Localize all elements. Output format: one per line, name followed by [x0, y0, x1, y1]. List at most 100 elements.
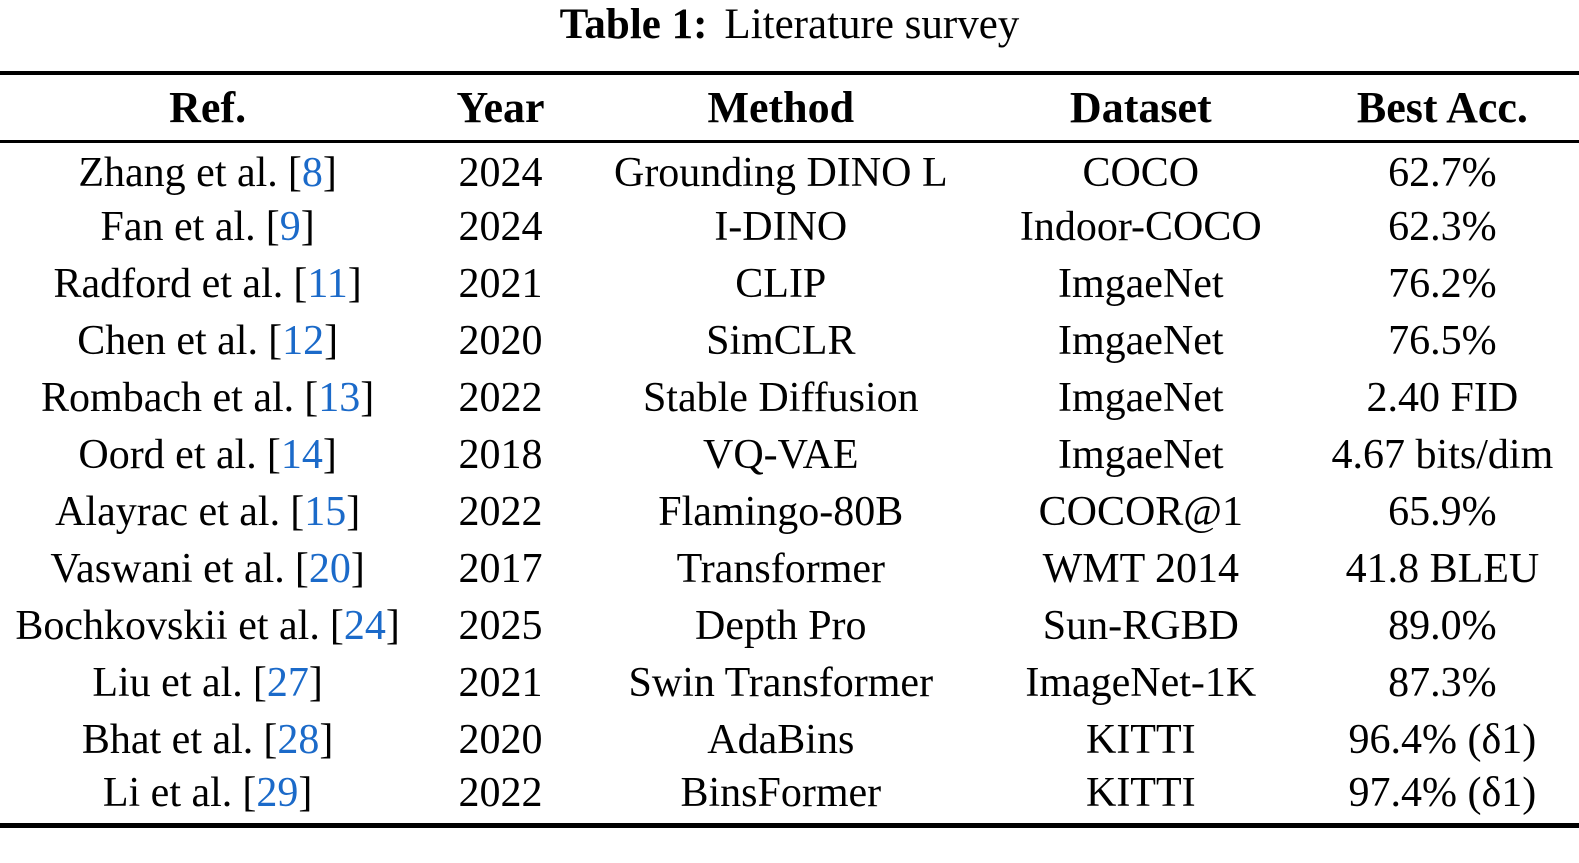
- year-value: 2024: [458, 203, 543, 250]
- method-cell: Flamingo-80B: [586, 483, 976, 540]
- table-caption-label: Table 1:: [559, 1, 708, 48]
- citation-link[interactable]: 12: [282, 317, 325, 364]
- dataset-value: COCOR@1: [1038, 488, 1243, 535]
- citation-bracket-close: ]: [308, 659, 323, 706]
- year-value: 2020: [458, 317, 543, 364]
- best-acc-cell: 2.40 FID: [1306, 369, 1579, 426]
- table-row: Li et al. [29] 2022 BinsFormer KITTI 97.4…: [0, 768, 1579, 825]
- method-cell: Depth Pro: [586, 597, 976, 654]
- ref-author-label: Radford et al.: [53, 260, 284, 307]
- year-value: 2021: [458, 659, 543, 706]
- dataset-cell: ImgaeNet: [976, 369, 1306, 426]
- citation-bracket-close: ]: [346, 488, 361, 535]
- ref-cell: Oord et al. [14]: [0, 426, 415, 483]
- column-header-year: Year: [415, 73, 586, 143]
- citation-link[interactable]: 20: [308, 545, 351, 592]
- dataset-cell: Sun-RGBD: [976, 597, 1306, 654]
- dataset-value: Indoor-COCO: [1019, 203, 1262, 250]
- ref-author-label: Bochkovskii et al.: [15, 602, 320, 649]
- citation-link[interactable]: 29: [256, 770, 299, 817]
- best-acc-value: 96.4% (δ1): [1348, 716, 1537, 763]
- ref-author-label: Oord et al.: [78, 431, 257, 478]
- table-row: Liu et al. [27] 2021 Swin Transformer Ima…: [0, 654, 1579, 711]
- method-value: I-DINO: [714, 203, 848, 250]
- year-cell: 2021: [415, 255, 586, 312]
- citation-bracket-close: ]: [322, 150, 337, 197]
- column-header-dataset: Dataset: [975, 73, 1306, 143]
- dataset-value: ImgaeNet: [1058, 317, 1224, 364]
- year-value: 2024: [458, 150, 543, 197]
- table-row: Bochkovskii et al. [24] 2025 Depth Pro Su…: [0, 597, 1579, 654]
- citation-bracket-close: ]: [300, 203, 315, 250]
- table-header-row: Ref. Year Method Dataset Best Acc.: [0, 73, 1579, 143]
- method-cell: AdaBins: [586, 711, 976, 768]
- year-cell: 2021: [415, 654, 586, 711]
- year-value: 2022: [458, 488, 543, 535]
- method-cell: BinsFormer: [586, 768, 976, 825]
- dataset-value: Sun-RGBD: [1042, 602, 1239, 649]
- best-acc-cell: 96.4% (δ1): [1306, 711, 1579, 768]
- dataset-value: ImgaeNet: [1058, 431, 1224, 478]
- citation-link[interactable]: 27: [266, 659, 309, 706]
- dataset-cell: ImgaeNet: [976, 426, 1306, 483]
- citation-link[interactable]: 28: [277, 716, 320, 763]
- method-value: BinsFormer: [680, 770, 882, 817]
- method-cell: SimCLR: [586, 312, 976, 369]
- dataset-value: KITTI: [1085, 716, 1196, 763]
- citation-bracket-close: ]: [319, 716, 334, 763]
- best-acc-value: 2.40 FID: [1366, 374, 1519, 421]
- citation-bracket-open: [: [287, 150, 302, 197]
- dataset-value: WMT 2014: [1042, 545, 1239, 592]
- year-value: 2025: [458, 602, 543, 649]
- year-cell: 2024: [415, 198, 586, 255]
- method-cell: Swin Transformer: [586, 654, 976, 711]
- best-acc-value: 62.7%: [1388, 150, 1497, 197]
- ref-cell: Vaswani et al. [20]: [0, 540, 415, 597]
- ref-cell: Liu et al. [27]: [0, 654, 415, 711]
- table-row: Bhat et al. [28] 2020 AdaBins KITTI 96.4%…: [0, 711, 1579, 768]
- table-row: Radford et al. [11] 2021 CLIP ImgaeNet 76…: [0, 255, 1579, 312]
- year-cell: 2025: [415, 597, 586, 654]
- year-cell: 2018: [415, 426, 586, 483]
- year-value: 2021: [458, 260, 543, 307]
- best-acc-value: 41.8 BLEU: [1345, 545, 1540, 592]
- ref-author-label: Bhat et al.: [81, 716, 254, 763]
- dataset-cell: ImageNet-1K: [976, 654, 1306, 711]
- ref-cell: Fan et al. [9]: [0, 198, 415, 255]
- ref-author-label: Fan et al.: [100, 203, 256, 250]
- citation-bracket-open: [: [265, 203, 280, 250]
- citation-link[interactable]: 11: [307, 260, 348, 307]
- citation-bracket-close: ]: [324, 317, 339, 364]
- citation-link[interactable]: 24: [343, 602, 386, 649]
- best-acc-cell: 97.4% (δ1): [1306, 768, 1579, 825]
- citation-link[interactable]: 8: [301, 150, 323, 197]
- citation-link[interactable]: 15: [304, 488, 347, 535]
- dataset-value: ImageNet-1K: [1025, 659, 1257, 706]
- best-acc-value: 4.67 bits/dim: [1331, 431, 1554, 478]
- year-value: 2020: [458, 716, 543, 763]
- best-acc-cell: 65.9%: [1306, 483, 1579, 540]
- citation-link[interactable]: 14: [280, 431, 323, 478]
- table-row: Oord et al. [14] 2018 VQ-VAE ImgaeNet 4.6…: [0, 426, 1579, 483]
- table-body: Zhang et al. [8] 2024 Grounding DINO L CO…: [0, 141, 1579, 825]
- best-acc-value: 76.5%: [1388, 317, 1497, 364]
- citation-bracket-open: [: [294, 545, 309, 592]
- citation-link[interactable]: 9: [279, 203, 301, 250]
- table-row: Chen et al. [12] 2020 SimCLR ImgaeNet 76.…: [0, 312, 1579, 369]
- table-row: Rombach et al. [13] 2022 Stable Diffusion…: [0, 369, 1579, 426]
- citation-bracket-close: ]: [347, 260, 362, 307]
- dataset-cell: COCOR@1: [976, 483, 1306, 540]
- best-acc-cell: 87.3%: [1306, 654, 1579, 711]
- method-value: Depth Pro: [695, 602, 867, 649]
- method-value: VQ-VAE: [703, 431, 859, 478]
- table-row: Zhang et al. [8] 2024 Grounding DINO L CO…: [0, 141, 1579, 198]
- ref-author-label: Chen et al.: [77, 317, 258, 364]
- method-value: Transformer: [676, 545, 885, 592]
- citation-bracket-open: [: [266, 431, 281, 478]
- year-value: 2017: [458, 545, 543, 592]
- best-acc-cell: 4.67 bits/dim: [1306, 426, 1579, 483]
- citation-link[interactable]: 13: [318, 374, 361, 421]
- best-acc-value: 89.0%: [1388, 602, 1497, 649]
- dataset-value: KITTI: [1085, 770, 1196, 817]
- citation-bracket-open: [: [252, 659, 267, 706]
